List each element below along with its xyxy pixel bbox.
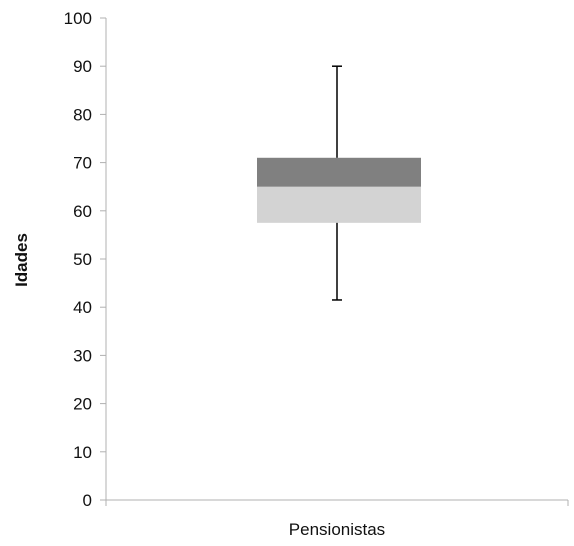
y-tick-label: 50: [73, 250, 92, 269]
y-tick-label: 20: [73, 395, 92, 414]
box-plot: [257, 65, 421, 301]
y-tick-label: 10: [73, 443, 92, 462]
x-axis-title: Pensionistas: [289, 520, 385, 539]
box-upper-quartile: [257, 157, 421, 187]
y-axis-title: Idades: [12, 233, 31, 287]
y-axis: 0 10 20 30 40 50 60 70 80 90 100: [64, 9, 107, 510]
y-tick-label: 0: [83, 491, 92, 510]
y-tick-label: 100: [64, 9, 92, 28]
x-axis: [105, 499, 569, 506]
y-tick-label: 70: [73, 154, 92, 173]
y-tick-label: 40: [73, 298, 92, 317]
box-lower-quartile: [257, 186, 421, 223]
y-tick-label: 80: [73, 105, 92, 124]
y-tick-label: 90: [73, 57, 92, 76]
y-tick-label: 60: [73, 202, 92, 221]
y-tick-label: 30: [73, 346, 92, 365]
